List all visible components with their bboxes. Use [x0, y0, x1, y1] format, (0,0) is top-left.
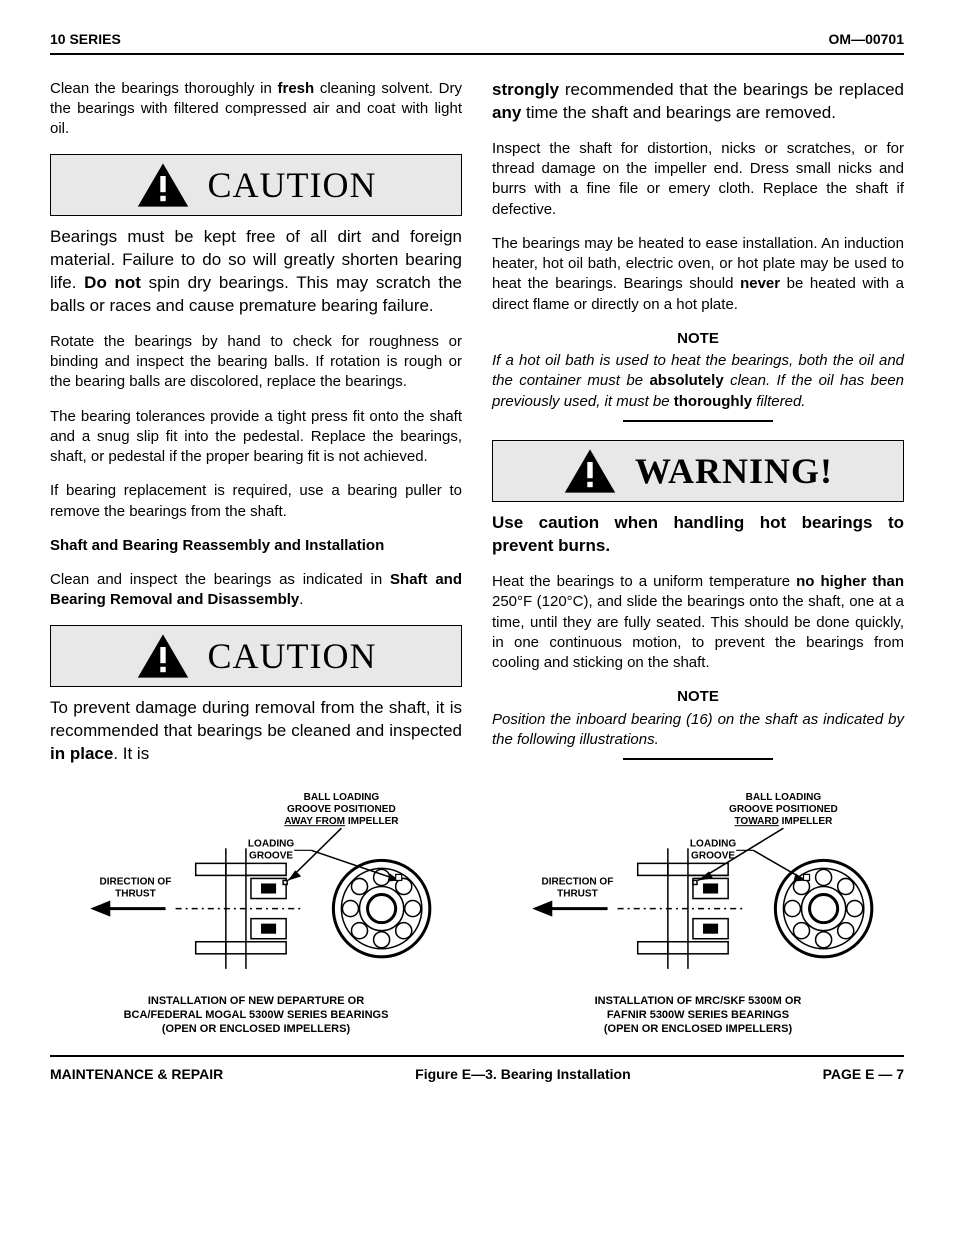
warning-triangle-icon	[136, 632, 190, 680]
fig-label: TOWARD IMPELLER	[734, 816, 833, 827]
header-right: OM—00701	[829, 30, 904, 49]
right-column: strongly recommended that the bearings b…	[492, 79, 904, 778]
fig-label: BALL LOADING	[304, 792, 380, 803]
note-rule	[623, 420, 773, 422]
caution-text: CAUTION	[208, 632, 377, 681]
fig-label: GROOVE POSITIONED	[287, 804, 396, 815]
note-rule	[623, 758, 773, 760]
para-rotate: Rotate the bearings by hand to check for…	[50, 332, 462, 393]
fig-label: LOADING	[248, 839, 294, 850]
fig-label: THRUST	[557, 889, 599, 900]
para-puller: If bearing replacement is required, use …	[50, 481, 462, 522]
para-prevent-damage: To prevent damage during removal from th…	[50, 697, 462, 766]
para-inspect-shaft: Inspect the shaft for distortion, nicks …	[492, 139, 904, 220]
warning-box: WARNING!	[492, 440, 904, 503]
footer-center: Figure E—3. Bearing Installation	[223, 1065, 822, 1084]
para-clean: Clean the bearings thoroughly in fresh c…	[50, 79, 462, 140]
para-clean-inspect: Clean and inspect the bearings as indica…	[50, 570, 462, 611]
footer-left: MAINTENANCE & REPAIR	[50, 1065, 223, 1084]
bearing-diagram-right: BALL LOADING GROOVE POSITIONED TOWARD IM…	[492, 788, 904, 979]
note-2-head: NOTE	[492, 687, 904, 707]
left-column: Clean the bearings thoroughly in fresh c…	[50, 79, 462, 778]
caution-box-1: CAUTION	[50, 154, 462, 217]
fig-label: GROOVE	[249, 851, 293, 862]
para-strongly: strongly recommended that the bearings b…	[492, 79, 904, 125]
caution-text: CAUTION	[208, 161, 377, 210]
figure-right: BALL LOADING GROOVE POSITIONED TOWARD IM…	[492, 788, 904, 1036]
warning-triangle-icon	[563, 447, 617, 495]
figure-right-caption: INSTALLATION OF MRC/SKF 5300M OR FAFNIR …	[492, 995, 904, 1036]
fig-label: THRUST	[115, 889, 157, 900]
note-1-body: If a hot oil bath is used to heat the be…	[492, 351, 904, 412]
fig-label: DIRECTION OF	[541, 877, 613, 888]
fig-label: GROOVE POSITIONED	[729, 804, 838, 815]
para-tolerances: The bearing tolerances provide a tight p…	[50, 407, 462, 468]
caution-box-2: CAUTION	[50, 625, 462, 688]
figure-left: BALL LOADING GROOVE POSITIONED AWAY FROM…	[50, 788, 462, 1036]
warning-text: WARNING!	[635, 447, 833, 496]
fig-label: GROOVE	[691, 851, 735, 862]
para-hot-bearings: Use caution when handling hot bearings t…	[492, 512, 904, 558]
fig-label: LOADING	[690, 839, 736, 850]
bearing-diagram-left: BALL LOADING GROOVE POSITIONED AWAY FROM…	[50, 788, 462, 979]
subhead-reassembly: Shaft and Bearing Reassembly and Install…	[50, 536, 462, 556]
fig-label: BALL LOADING	[746, 792, 822, 803]
para-bearings-dirt: Bearings must be kept free of all dirt a…	[50, 226, 462, 318]
figure-left-caption: INSTALLATION OF NEW DEPARTURE OR BCA/FED…	[50, 995, 462, 1036]
para-heat-temp: Heat the bearings to a uniform temperatu…	[492, 572, 904, 673]
page-footer: MAINTENANCE & REPAIR Figure E—3. Bearing…	[50, 1055, 904, 1084]
header-left: 10 SERIES	[50, 30, 121, 49]
warning-triangle-icon	[136, 161, 190, 209]
note-1-head: NOTE	[492, 329, 904, 349]
content-columns: Clean the bearings thoroughly in fresh c…	[50, 79, 904, 778]
figures-row: BALL LOADING GROOVE POSITIONED AWAY FROM…	[50, 788, 904, 1036]
para-heat: The bearings may be heated to ease insta…	[492, 234, 904, 315]
page-header: 10 SERIES OM—00701	[50, 30, 904, 55]
fig-label: DIRECTION OF	[99, 877, 171, 888]
fig-label: AWAY FROM IMPELLER	[284, 816, 399, 827]
footer-right: PAGE E — 7	[823, 1065, 904, 1084]
note-2-body: Position the inboard bearing (16) on the…	[492, 710, 904, 751]
